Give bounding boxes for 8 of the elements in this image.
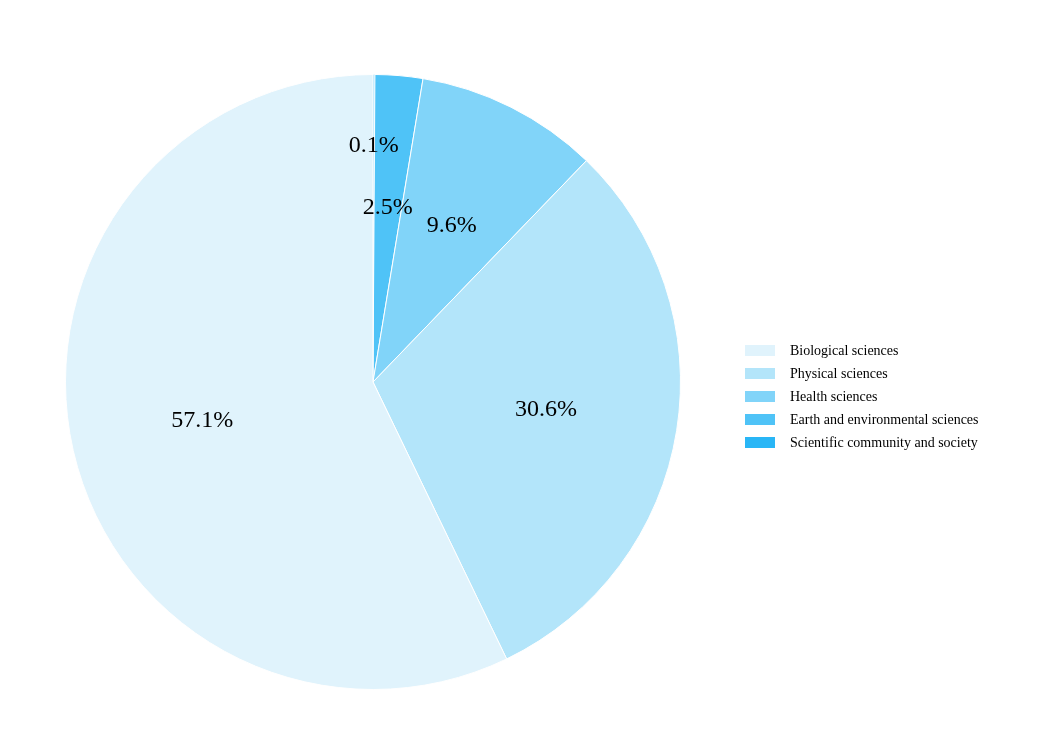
data-label: 57.1% [171, 406, 234, 433]
legend-label: Health sciences [790, 388, 878, 405]
legend-label: Earth and environmental sciences [790, 411, 979, 428]
legend-label: Scientific community and society [790, 434, 978, 451]
data-label: 9.6% [426, 210, 477, 237]
data-label: 30.6% [515, 395, 578, 422]
legend-label: Physical sciences [790, 365, 888, 382]
legend-label: Biological sciences [790, 342, 899, 359]
